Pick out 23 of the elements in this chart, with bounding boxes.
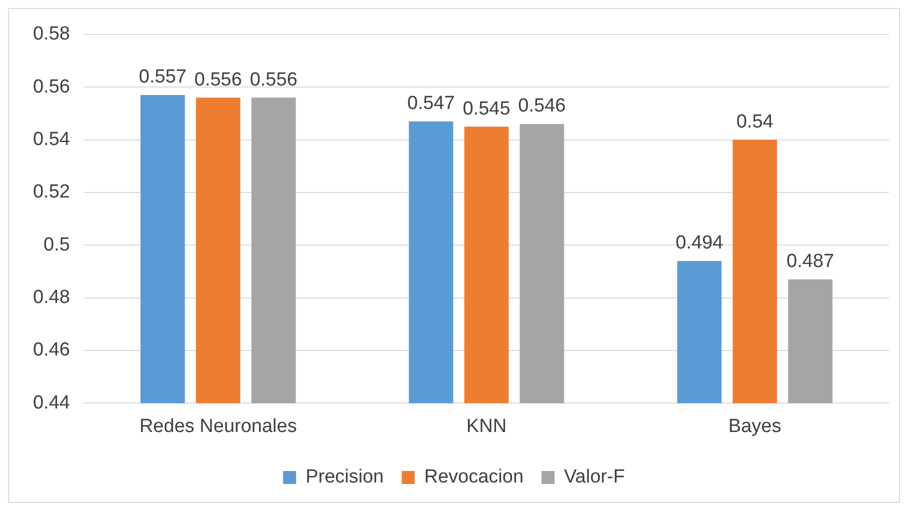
data-label: 0.487 [786, 251, 834, 272]
data-label: 0.546 [518, 96, 566, 117]
y-tick-label: 0.48 [32, 287, 70, 308]
y-tick-label: 0.44 [32, 392, 70, 414]
y-tick-label: 0.58 [32, 24, 70, 45]
data-label: 0.556 [194, 69, 242, 90]
data-label: 0.545 [462, 98, 510, 120]
x-tick-label: KNN [466, 416, 507, 437]
x-tick-label: Bayes [728, 416, 782, 437]
data-label: 0.556 [250, 69, 298, 90]
data-label: 0.54 [736, 112, 774, 133]
y-tick-label: 0.56 [32, 76, 70, 98]
y-tick-label: 0.5 [44, 234, 70, 256]
legend-label: Valor-F [564, 466, 625, 488]
y-tick-label: 0.52 [32, 182, 70, 203]
y-tick-label: 0.46 [32, 340, 70, 361]
data-label: 0.557 [138, 66, 186, 88]
legend-label: Precision [306, 466, 384, 488]
y-tick-label: 0.54 [32, 129, 70, 150]
data-label: 0.547 [407, 93, 455, 114]
data-label: 0.494 [676, 232, 724, 254]
x-tick-label: Redes Neuronales [139, 416, 297, 437]
legend-label: Revocacion [424, 466, 524, 488]
